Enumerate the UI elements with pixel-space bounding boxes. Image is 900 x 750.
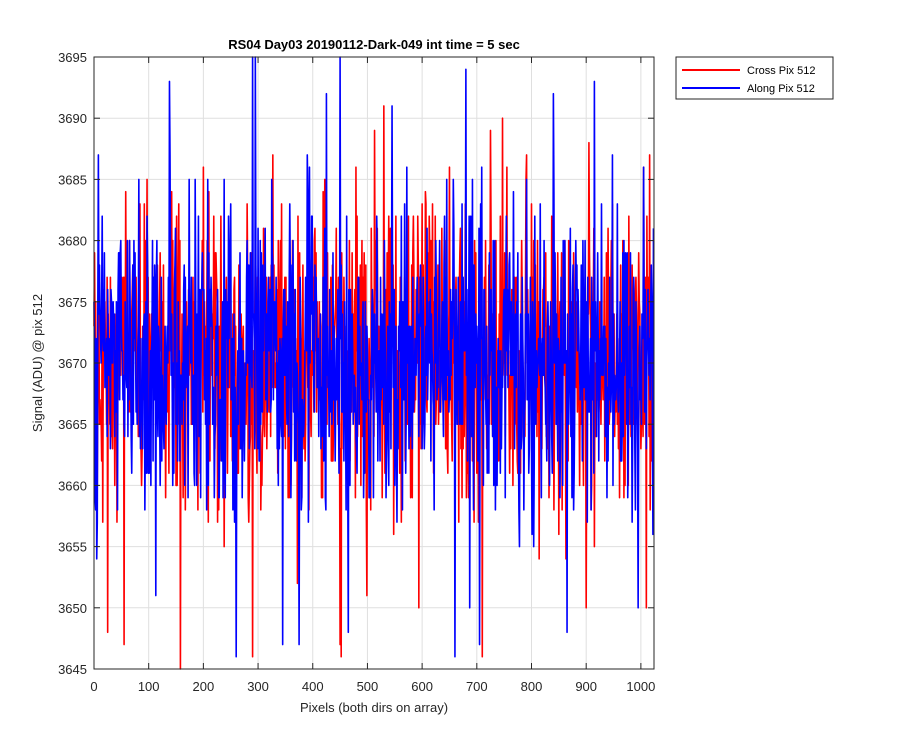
legend-label-along: Along Pix 512 [747, 83, 815, 95]
y-tick-label: 3685 [58, 172, 87, 187]
legend: Cross Pix 512 Along Pix 512 [675, 56, 834, 100]
x-tick-label: 400 [302, 679, 324, 694]
y-tick-label: 3670 [58, 356, 87, 371]
y-tick-label: 3650 [58, 601, 87, 616]
y-tick-label: 3645 [58, 662, 87, 677]
y-tick-label: 3655 [58, 540, 87, 555]
y-tick-label: 3680 [58, 234, 87, 249]
x-tick-label: 600 [411, 679, 433, 694]
ticks: 0 100 200 300 400 500 600 700 800 900 1000 3645 3650… [58, 50, 655, 694]
x-tick-label: 900 [575, 679, 597, 694]
x-tick-label: 800 [521, 679, 543, 694]
x-tick-label: 500 [357, 679, 379, 694]
series-layer [93, 56, 655, 670]
y-tick-label: 3690 [58, 111, 87, 126]
y-axis-label: Signal (ADU) @ pix 512 [30, 294, 45, 432]
y-tick-label: 3675 [58, 295, 87, 310]
x-axis-label: Pixels (both dirs on array) [300, 700, 448, 715]
x-tick-label: 700 [466, 679, 488, 694]
x-tick-label: 1000 [626, 679, 655, 694]
y-tick-label: 3695 [58, 50, 87, 65]
legend-label-cross: Cross Pix 512 [747, 65, 815, 77]
chart-title: RS04 Day03 20190112-Dark-049 int time = … [228, 37, 520, 52]
x-tick-label: 0 [90, 679, 97, 694]
y-tick-label: 3660 [58, 478, 87, 493]
x-tick-label: 200 [193, 679, 215, 694]
series-line-along-pix-512 [93, 56, 655, 658]
x-tick-label: 100 [138, 679, 160, 694]
y-tick-label: 3665 [58, 417, 87, 432]
legend-box [675, 56, 834, 100]
x-tick-label: 300 [247, 679, 269, 694]
